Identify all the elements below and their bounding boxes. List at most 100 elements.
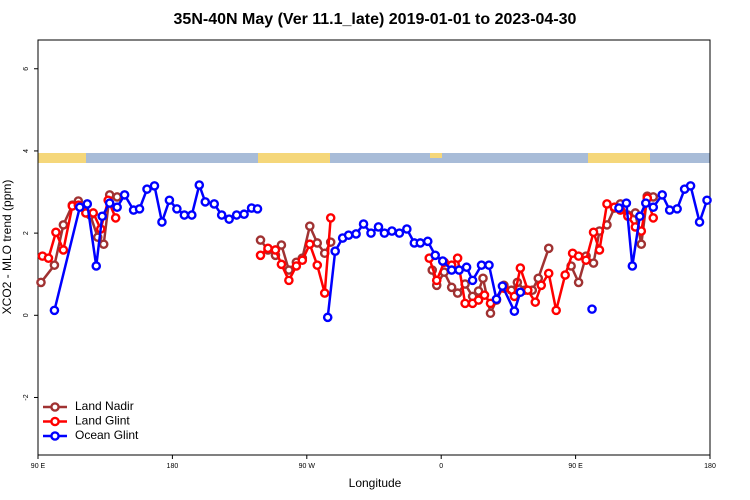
point: [402, 224, 412, 234]
point: [635, 211, 645, 222]
point: [484, 260, 494, 270]
y-axis-label: XCO2 - MLO trend (ppm): [0, 180, 14, 315]
point: [104, 198, 115, 208]
point: [194, 180, 205, 190]
point: [446, 265, 457, 275]
point: [452, 253, 463, 263]
point: [179, 210, 190, 220]
y-tick-label: 4: [23, 149, 30, 153]
point: [467, 275, 478, 286]
point: [276, 240, 287, 250]
point: [270, 245, 281, 255]
point: [530, 297, 541, 307]
point: [97, 211, 108, 222]
point: [497, 281, 508, 291]
point: [446, 282, 457, 293]
point: [515, 287, 526, 298]
point: [491, 294, 502, 305]
point: [276, 259, 287, 270]
point: [82, 199, 93, 209]
point: [330, 246, 340, 256]
y-tick-label: 0: [23, 313, 30, 317]
point: [263, 243, 273, 254]
point: [134, 204, 145, 214]
point: [91, 261, 102, 271]
point: [437, 256, 448, 266]
point: [319, 288, 330, 298]
point: [479, 290, 490, 300]
point: [664, 205, 675, 215]
point: [58, 220, 69, 230]
point: [110, 213, 121, 223]
y-tick-label: 2: [23, 231, 30, 235]
point: [157, 217, 167, 227]
x-tick-label: 90 W: [299, 463, 316, 470]
point: [485, 308, 496, 319]
point: [602, 199, 612, 209]
point: [473, 295, 484, 305]
chart-title: 35N-40N May (Ver 11.1_late) 2019-01-01 t…: [174, 11, 577, 28]
point: [636, 239, 647, 250]
y-tick-label: -2: [23, 394, 30, 400]
point: [543, 268, 554, 279]
point: [587, 304, 597, 314]
series-line: [42, 196, 655, 311]
point: [422, 236, 433, 247]
point: [387, 226, 397, 236]
point: [224, 214, 234, 224]
point: [640, 198, 651, 208]
legend-marker: [50, 416, 60, 427]
point: [430, 250, 441, 261]
point: [452, 288, 463, 298]
x-tick-label: 180: [704, 463, 716, 470]
legend-marker: [50, 402, 60, 412]
plot-frame: [37, 39, 711, 456]
point: [209, 199, 220, 209]
point: [112, 202, 122, 213]
point: [49, 305, 60, 316]
point: [379, 228, 390, 238]
point: [51, 227, 61, 238]
point: [312, 238, 323, 248]
point: [231, 210, 242, 220]
x-tick-label: 90 E: [568, 463, 583, 470]
point: [560, 270, 570, 280]
point: [648, 213, 659, 223]
point: [454, 265, 464, 275]
point: [478, 273, 488, 284]
point: [614, 203, 624, 213]
point: [119, 190, 130, 200]
y-tick-label: 6: [23, 67, 30, 71]
point: [164, 195, 175, 206]
legend-label: Land Glint: [75, 414, 130, 428]
point: [88, 208, 99, 218]
point: [621, 198, 632, 208]
point: [252, 204, 263, 214]
point: [588, 227, 599, 238]
point: [98, 239, 109, 250]
point: [172, 204, 182, 214]
point: [431, 275, 442, 286]
point: [672, 204, 682, 214]
point: [536, 280, 547, 291]
point: [322, 312, 333, 323]
x-tick-label: 90 E: [31, 463, 46, 470]
point: [239, 209, 249, 220]
point: [358, 219, 369, 229]
legend-label: Land Nadir: [75, 399, 134, 413]
point: [36, 277, 46, 288]
point: [543, 243, 554, 254]
point: [394, 228, 405, 238]
point: [304, 239, 315, 250]
point: [657, 190, 668, 200]
point: [58, 245, 69, 255]
legend-marker: [50, 431, 60, 441]
point: [702, 195, 712, 206]
point: [255, 250, 266, 261]
point: [581, 255, 591, 266]
point: [523, 285, 533, 296]
point: [573, 251, 584, 261]
point: [291, 261, 302, 271]
point: [694, 217, 705, 227]
point: [415, 238, 426, 248]
